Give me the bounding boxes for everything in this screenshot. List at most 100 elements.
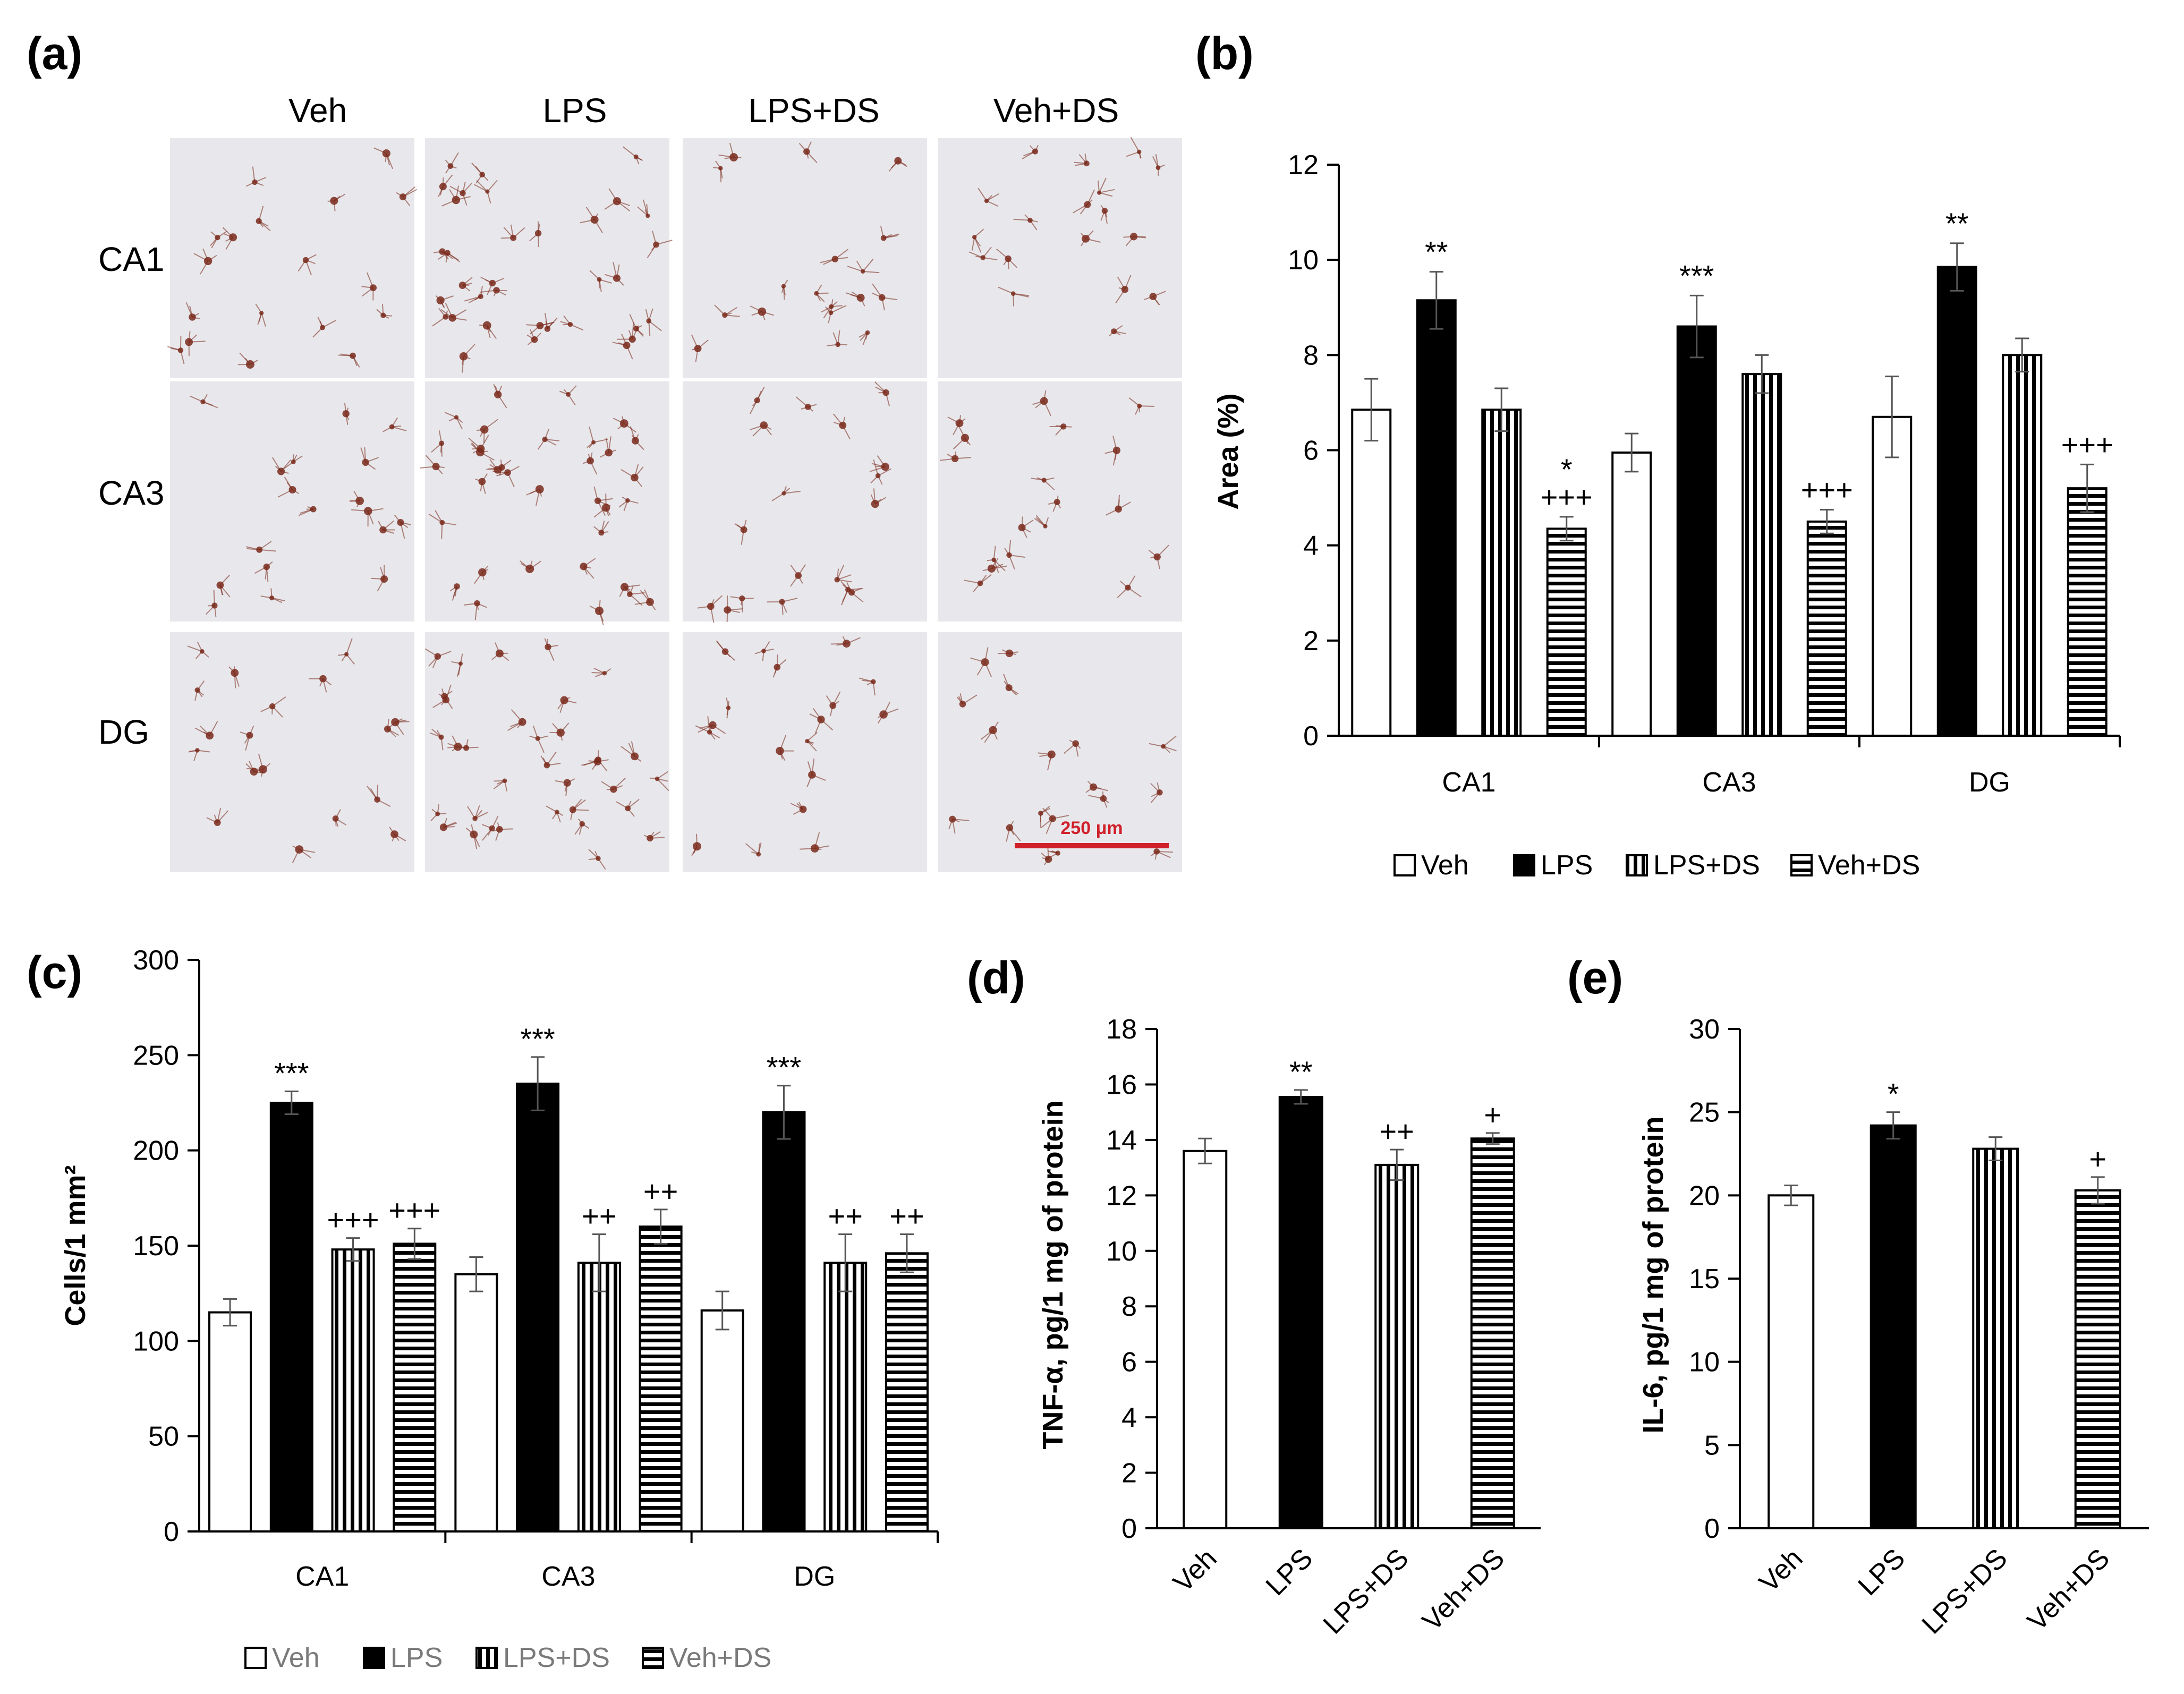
bar-ca1-lps [1416, 299, 1457, 737]
category-label-ca1: CA1 [1442, 767, 1495, 798]
y-axis-label: IL-6, pg/1 mg of protein [1637, 1117, 1669, 1434]
y-tick-label: 20 [1689, 1180, 1720, 1211]
bar-veh [1183, 1150, 1228, 1530]
y-tick-label: 10 [1288, 245, 1319, 276]
category-label-veh-ds: Veh+DS [2021, 1543, 2115, 1637]
bar-ca3-veh [454, 1273, 498, 1533]
micrograph-panel: (a) Veh LPS LPS+DS Veh+DS CA1 CA3 DG 250… [27, 28, 1182, 872]
error-bar-dg-veh-ds [2080, 463, 2094, 513]
error-bar-lps [1886, 1111, 1900, 1140]
y-tick-label: 6 [1303, 436, 1319, 466]
chart-b-area-percent: (b)Area (%)024681012**+++*CA1***+++CA3**… [1195, 28, 2121, 798]
legend-c-swatch-lps [363, 1647, 385, 1669]
significance-label: ++ [643, 1174, 678, 1208]
significance-label: ++ [1380, 1114, 1414, 1148]
bar-dg-lps [762, 1111, 806, 1533]
y-tick-label: 30 [1689, 1014, 1720, 1045]
legend-c-label-veh-ds: Veh+DS [669, 1642, 771, 1673]
legend-b-label-lps-ds: LPS+DS [1653, 850, 1760, 881]
column-label-lps-ds: LPS+DS [748, 91, 879, 130]
error-bar-ca1-lps [284, 1090, 299, 1116]
category-label-dg: DG [794, 1561, 835, 1592]
significance-label: *** [767, 1051, 801, 1084]
legend-c-swatch-veh-ds [642, 1647, 664, 1669]
y-tick-label: 6 [1121, 1347, 1137, 1378]
error-bar-dg-lps [777, 1085, 791, 1140]
error-bar-ca1-lps-ds [1494, 387, 1509, 432]
category-label-lps: LPS [1260, 1543, 1319, 1602]
bar-dg-veh [1872, 415, 1913, 737]
error-bar-lps-ds [1390, 1148, 1404, 1181]
significance-label: ++ [828, 1199, 863, 1232]
column-label-veh-ds: Veh+DS [993, 91, 1119, 130]
significance-label: *** [520, 1022, 555, 1055]
y-tick-label: 5 [1704, 1430, 1720, 1461]
significance-label: *** [1679, 259, 1714, 292]
y-tick-label: 300 [133, 945, 179, 976]
category-label-lps: LPS [1852, 1543, 1911, 1602]
bar-ca3-veh-ds [639, 1225, 683, 1533]
y-tick-label: 2 [1121, 1458, 1137, 1489]
category-label-lps-ds: LPS+DS [1318, 1543, 1415, 1640]
y-tick-label: 4 [1121, 1402, 1137, 1433]
y-tick-label: 2 [1303, 626, 1319, 657]
bar-dg-veh [700, 1309, 744, 1533]
bar-veh-ds [1470, 1137, 1515, 1530]
error-bar-veh-ds [1485, 1132, 1500, 1145]
error-bar-veh [1784, 1185, 1798, 1206]
y-tick-label: 12 [1106, 1180, 1137, 1211]
legend-b-label-veh-ds: Veh+DS [1818, 850, 1920, 881]
micrograph-ca1-veh-ds [938, 137, 1182, 378]
bar-ca3-lps-ds [577, 1262, 621, 1533]
error-bar-ca3-lps [531, 1056, 545, 1111]
error-bar-dg-veh [715, 1290, 729, 1331]
category-label-veh: Veh [1753, 1543, 1808, 1598]
significance-label: + [1484, 1098, 1501, 1131]
significance-label: +++ [1541, 480, 1593, 514]
bar-dg-veh-ds [2067, 487, 2107, 737]
error-bar-ca1-veh-ds [407, 1228, 422, 1260]
error-bar-ca3-veh-ds [653, 1208, 668, 1245]
bar-ca3-lps [1676, 325, 1717, 737]
bar-lps-ds [1374, 1163, 1420, 1529]
category-label-veh: Veh [1167, 1543, 1222, 1598]
panel-c-letter: (c) [27, 947, 82, 998]
error-bar-ca3-lps-ds [1755, 354, 1769, 394]
y-tick-label: 4 [1303, 531, 1319, 561]
column-label-lps: LPS [543, 91, 607, 130]
bar-dg-veh-ds [885, 1252, 929, 1533]
panel-d-letter: (d) [967, 952, 1025, 1003]
panel-a-letter: (a) [27, 28, 82, 79]
bar-lps-ds [1972, 1147, 2019, 1530]
bar-ca1-veh-ds [1546, 527, 1587, 737]
y-axis-label: Cells/1 mm² [60, 1165, 91, 1326]
chart-e-il6: (e) IL-6, pg/1 mg of protein 0 5 10 15 20 25 30 V… [1567, 952, 2149, 1640]
error-bar-ca3-veh [469, 1256, 483, 1292]
bar-ca1-veh [1351, 408, 1392, 737]
significance-label: * [1561, 453, 1573, 486]
bar-lps [1278, 1095, 1323, 1529]
error-bar-dg-lps-ds [838, 1233, 853, 1292]
bar-lps [1869, 1124, 1917, 1530]
error-bar-dg-lps [1950, 242, 1964, 292]
scale-bar-label: 250 μm [1060, 818, 1123, 838]
y-tick-label: 14 [1106, 1125, 1137, 1156]
category-label-ca3: CA3 [541, 1561, 595, 1592]
bar-dg-lps-ds [823, 1262, 868, 1533]
category-label-ca3: CA3 [1702, 767, 1756, 798]
category-label-dg: DG [1969, 767, 2010, 798]
micrograph-ca1-veh [167, 138, 418, 378]
bar-veh-ds [2074, 1189, 2121, 1529]
error-bar-dg-lps-ds [2015, 337, 2029, 373]
row-label-ca1: CA1 [98, 240, 165, 278]
micrograph-dg-lps-ds [683, 632, 927, 872]
significance-label: +++ [388, 1194, 440, 1227]
bar-veh [1767, 1194, 1815, 1529]
significance-label: ** [1945, 207, 1969, 240]
y-axis-label: TNF-α, pg/1 mg of protein [1037, 1100, 1069, 1449]
micrograph-ca1-lps-ds [683, 138, 927, 378]
error-bar-ca1-lps-ds [346, 1237, 360, 1262]
legend-b: Veh LPS LPS+DS Veh+DS [1393, 850, 1920, 881]
bar-ca3-lps-ds [1741, 373, 1782, 737]
significance-label: +++ [1801, 473, 1853, 506]
